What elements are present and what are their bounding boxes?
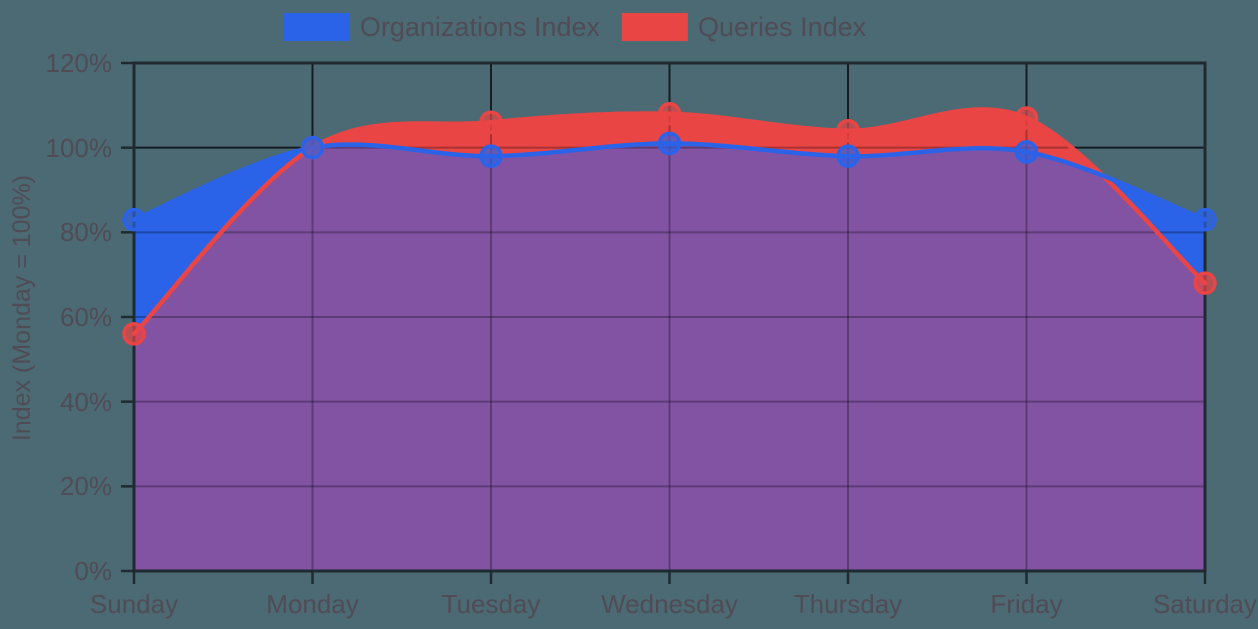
- data-point-queries-index-sunday: [122, 322, 146, 346]
- data-point-queries-index-friday: [1014, 106, 1039, 130]
- y-tick-label: 80%: [59, 217, 112, 248]
- data-point-organizations-index-wednesday: [657, 131, 682, 156]
- data-point-queries-index-tuesday: [479, 110, 503, 135]
- y-tick-label: 120%: [45, 48, 113, 78]
- legend-swatch: [283, 13, 350, 41]
- data-point-organizations-index-saturday: [1193, 207, 1217, 232]
- legend-item-queries-index[interactable]: Queries Index: [622, 13, 866, 41]
- y-axis-title: Index (Monday = 100%): [8, 174, 36, 442]
- x-axis-label: Monday: [266, 589, 359, 619]
- data-point-queries-index-thursday: [836, 118, 860, 143]
- x-axis-label: Friday: [990, 589, 1063, 619]
- legend-item-organizations-index[interactable]: Organizations Index: [283, 12, 601, 42]
- y-tick-label: 40%: [59, 386, 112, 417]
- data-point-queries-index-wednesday: [657, 102, 682, 126]
- data-point-queries-index-saturday: [1193, 271, 1217, 295]
- data-point-organizations-index-thursday: [836, 144, 860, 168]
- legend-swatch: [622, 13, 689, 41]
- y-tick-label: 0%: [74, 556, 112, 586]
- data-point-organizations-index-sunday: [122, 207, 146, 232]
- y-tick-label: 100%: [45, 132, 113, 163]
- area-overlap: [134, 143, 1205, 571]
- x-axis-label: Wednesday: [601, 589, 738, 619]
- x-axis-label: Sunday: [89, 589, 179, 619]
- legend-label: Organizations Index: [359, 12, 601, 42]
- chart-legend: Organizations Index Queries Index: [283, 12, 866, 42]
- x-axis-label: Thursday: [793, 589, 903, 619]
- y-tick-label: 20%: [59, 471, 112, 502]
- legend-label: Queries Index: [698, 12, 867, 42]
- x-axis-label: Saturday: [1152, 589, 1258, 619]
- data-point-organizations-index-monday: [300, 135, 325, 160]
- data-point-organizations-index-tuesday: [479, 144, 503, 168]
- y-tick-label: 60%: [59, 302, 112, 332]
- x-axis-label: Tuesday: [441, 589, 541, 619]
- data-point-organizations-index-friday: [1014, 140, 1039, 164]
